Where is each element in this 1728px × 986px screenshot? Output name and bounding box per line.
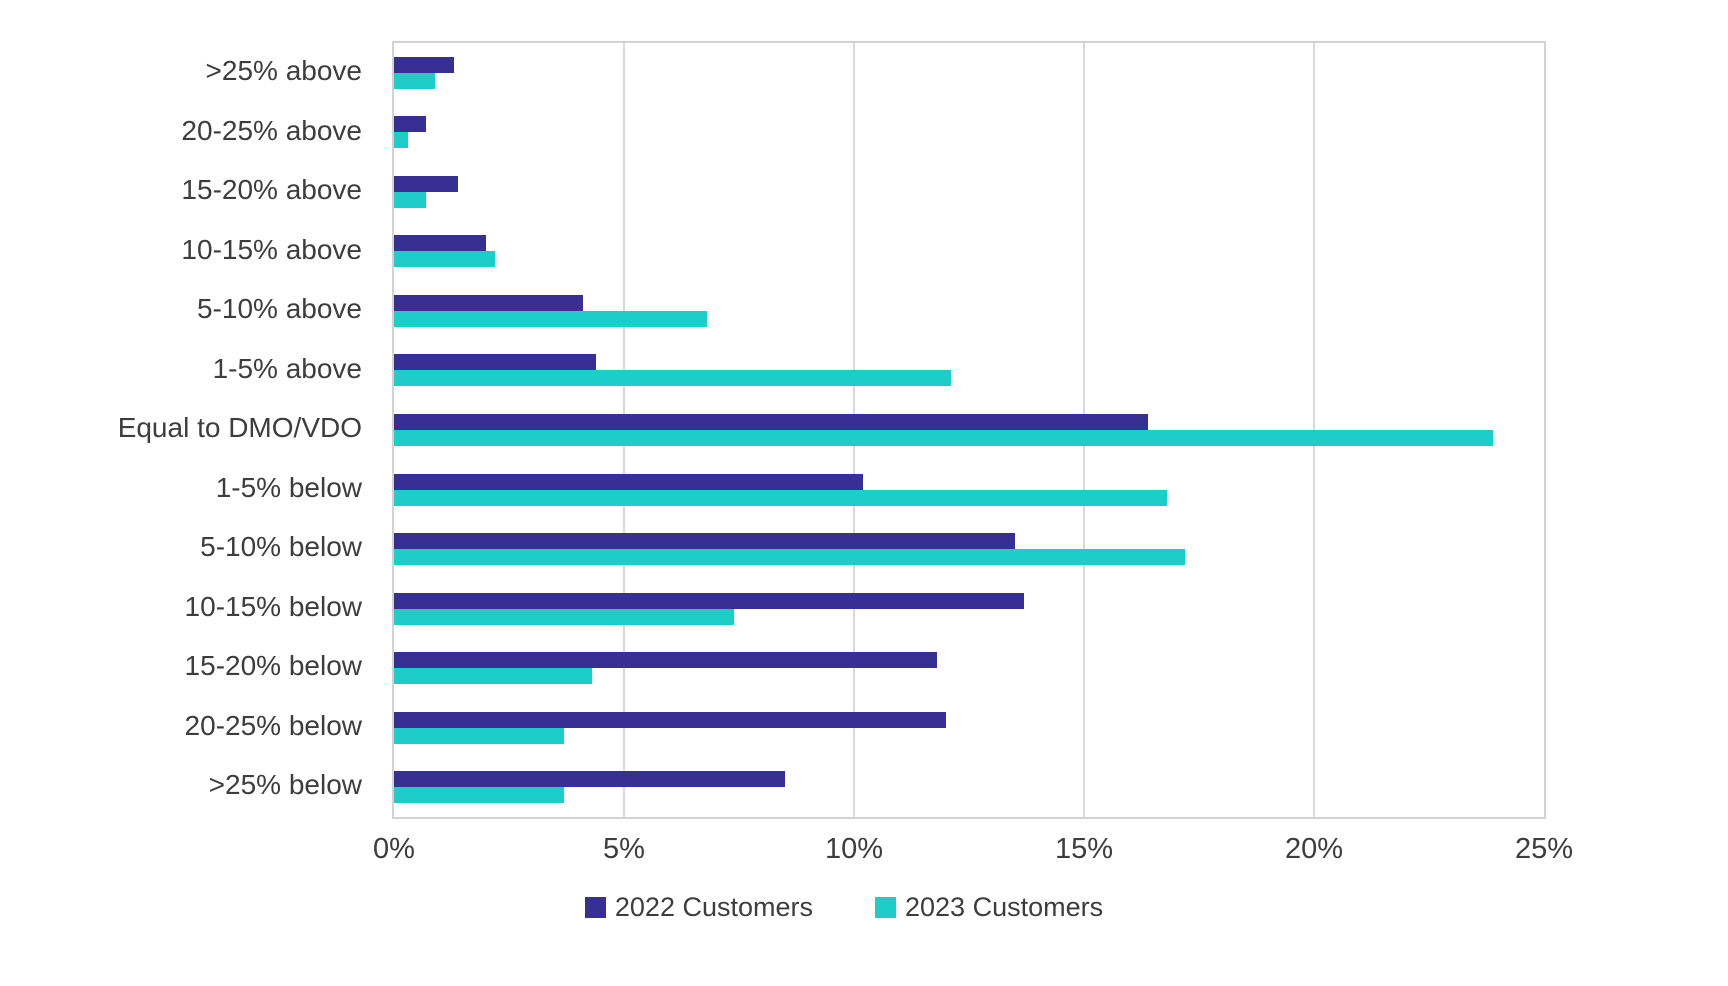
category-label: 20-25% below [184, 709, 362, 741]
bar-2023-Equal to DMO/VDO [394, 430, 1494, 446]
category-label: 15-20% above [181, 174, 362, 206]
bar-2022-10-15% above [394, 235, 486, 252]
category-label: 15-20% below [184, 650, 362, 682]
bar-2023-5-10% above [394, 310, 707, 327]
bar-2023-1-5% above [394, 370, 951, 387]
bar-2023-10-15% above [394, 251, 496, 268]
legend: 2022 Customers 2023 Customers [0, 892, 1708, 923]
bar-2023->25% above [394, 72, 436, 89]
x-tick-label: 25% [1514, 833, 1574, 865]
bar-2022-5-10% below [394, 533, 1015, 550]
bar-2022->25% above [394, 56, 454, 73]
bar-2022-15-20% above [394, 175, 459, 192]
category-label: 1-5% above [212, 352, 362, 384]
legend-swatch-icon [584, 897, 606, 918]
plot-area [392, 41, 1546, 819]
bar-2022-15-20% below [394, 652, 937, 669]
bar-2022-10-15% below [394, 592, 1025, 609]
bar-2023->25% below [394, 787, 565, 804]
legend-label: 2023 Customers [905, 892, 1104, 922]
bar-2023-15-20% above [394, 191, 427, 208]
bar-2022-1-5% below [394, 473, 864, 490]
bar-2022-20-25% above [394, 116, 427, 133]
x-tick-label: 15% [1054, 833, 1114, 865]
bar-2023-5-10% below [394, 549, 1186, 566]
category-label: 10-15% above [181, 233, 362, 265]
x-tick-label: 10% [824, 833, 884, 865]
x-tick-label: 0% [373, 833, 415, 865]
category-label: 10-15% below [184, 590, 362, 622]
x-tick-label: 20% [1284, 833, 1344, 865]
bar-2022-1-5% above [394, 354, 597, 371]
legend-label: 2022 Customers [614, 892, 813, 922]
y-axis-category-labels: >25% above 20-25% above 15-20% above 10-15%… [0, 41, 376, 819]
legend-swatch-icon [875, 897, 896, 918]
legend-item: 2022 Customers [584, 892, 813, 923]
category-label: 20-25% above [181, 114, 362, 146]
bar-2022->25% below [394, 771, 785, 788]
bar-2022-20-25% below [394, 711, 946, 728]
category-label: Equal to DMO/VDO [117, 412, 362, 444]
category-label: 1-5% below [215, 471, 362, 503]
bar-2023-10-15% below [394, 608, 735, 625]
legend-item: 2023 Customers [875, 892, 1103, 923]
category-label: 5-10% above [196, 293, 362, 325]
x-tick-label: 5% [603, 833, 645, 865]
bar-2022-5-10% above [394, 294, 583, 311]
bar-2022-Equal to DMO/VDO [394, 414, 1149, 430]
category-label: 5-10% below [200, 531, 362, 563]
category-label: >25% below [208, 769, 362, 801]
category-label: >25% above [205, 55, 362, 86]
bar-2023-1-5% below [394, 489, 1167, 506]
bar-2023-15-20% below [394, 668, 592, 685]
bar-2023-20-25% above [394, 132, 408, 149]
bar-2023-20-25% below [394, 727, 565, 744]
